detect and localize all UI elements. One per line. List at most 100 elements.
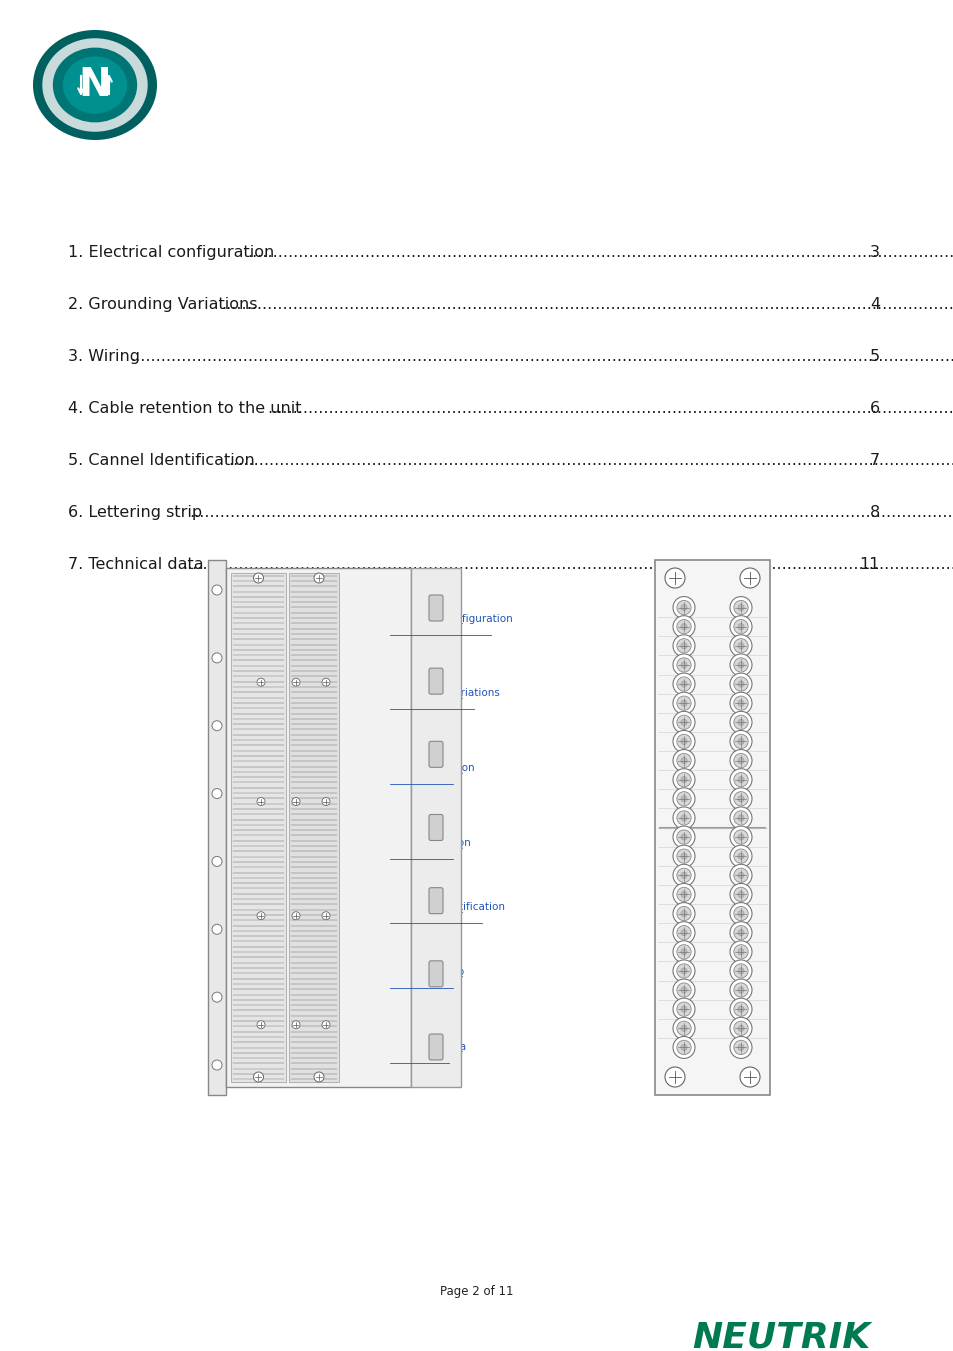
Bar [411,567,460,1088]
FancyBboxPatch shape [429,742,442,767]
Circle shape [314,573,324,584]
Circle shape [738,892,743,897]
Text: 4. Cable retention to the unit: 4. Cable retention to the unit [68,401,301,416]
Circle shape [664,567,684,588]
Circle shape [680,739,686,744]
Circle shape [740,1067,760,1088]
Text: 6. Lettering strip: 6. Lettering strip [68,505,202,520]
Circle shape [676,944,690,959]
Circle shape [212,1061,222,1070]
Circle shape [680,1044,686,1051]
Text: ................................................................................: ........................................… [221,297,953,312]
Text: Grounding variations: Grounding variations [390,689,499,698]
Circle shape [733,830,747,844]
Circle shape [676,620,690,634]
Circle shape [680,719,686,725]
Circle shape [729,788,751,809]
Circle shape [680,948,686,955]
Circle shape [672,921,695,944]
Circle shape [680,929,686,936]
Circle shape [738,796,743,802]
Text: 1.: 1. [390,601,399,612]
Circle shape [292,912,299,920]
Circle shape [729,616,751,638]
Circle shape [680,852,686,859]
Circle shape [256,912,265,920]
Circle shape [672,825,695,848]
Circle shape [672,654,695,676]
Circle shape [676,677,690,692]
Circle shape [672,1017,695,1039]
Text: Technical Data: Technical Data [390,1042,466,1051]
Circle shape [676,658,690,671]
Text: Page 2 of 11: Page 2 of 11 [439,1285,514,1298]
Circle shape [672,769,695,790]
Circle shape [672,884,695,905]
Text: 3.: 3. [390,751,399,762]
Text: 8: 8 [869,505,879,520]
Bar [655,561,769,1096]
Circle shape [672,961,695,982]
Circle shape [322,912,330,920]
Text: Electrical Configuration: Electrical Configuration [390,613,512,624]
Circle shape [729,597,751,619]
Circle shape [738,967,743,974]
Circle shape [729,712,751,734]
Circle shape [322,678,330,686]
Circle shape [729,825,751,848]
Circle shape [322,797,330,805]
Circle shape [733,773,747,786]
Text: 7.: 7. [390,1029,399,1039]
Text: Lettering strip: Lettering strip [390,966,464,977]
Circle shape [733,1002,747,1016]
Circle shape [738,624,743,630]
Circle shape [676,907,690,921]
Circle shape [738,719,743,725]
Circle shape [729,731,751,753]
Circle shape [733,944,747,959]
Circle shape [672,750,695,771]
Circle shape [738,815,743,821]
Circle shape [729,692,751,715]
Circle shape [733,639,747,653]
Circle shape [729,940,751,963]
Circle shape [680,988,686,993]
Circle shape [292,797,299,805]
Circle shape [676,696,690,711]
Circle shape [253,573,263,584]
Circle shape [676,984,690,997]
Circle shape [253,1071,263,1082]
Circle shape [680,967,686,974]
Circle shape [729,635,751,657]
Circle shape [729,769,751,790]
Circle shape [680,873,686,878]
Circle shape [733,620,747,634]
Circle shape [676,735,690,748]
Text: Cable retention: Cable retention [390,838,470,848]
Circle shape [738,1006,743,1012]
Circle shape [672,902,695,924]
Circle shape [729,979,751,1001]
Circle shape [738,700,743,707]
Circle shape [676,600,690,615]
Circle shape [680,662,686,667]
Circle shape [738,758,743,763]
Ellipse shape [52,47,137,123]
Circle shape [729,884,751,905]
Text: 4: 4 [869,297,879,312]
Circle shape [672,846,695,867]
Circle shape [212,924,222,935]
Text: 11: 11 [859,557,879,571]
Circle shape [729,807,751,830]
Circle shape [672,1036,695,1058]
Circle shape [672,940,695,963]
Circle shape [729,1017,751,1039]
Circle shape [680,834,686,840]
Circle shape [733,735,747,748]
Circle shape [733,754,747,767]
Circle shape [733,869,747,882]
Circle shape [733,658,747,671]
Circle shape [676,811,690,825]
Circle shape [729,673,751,694]
Circle shape [729,846,751,867]
